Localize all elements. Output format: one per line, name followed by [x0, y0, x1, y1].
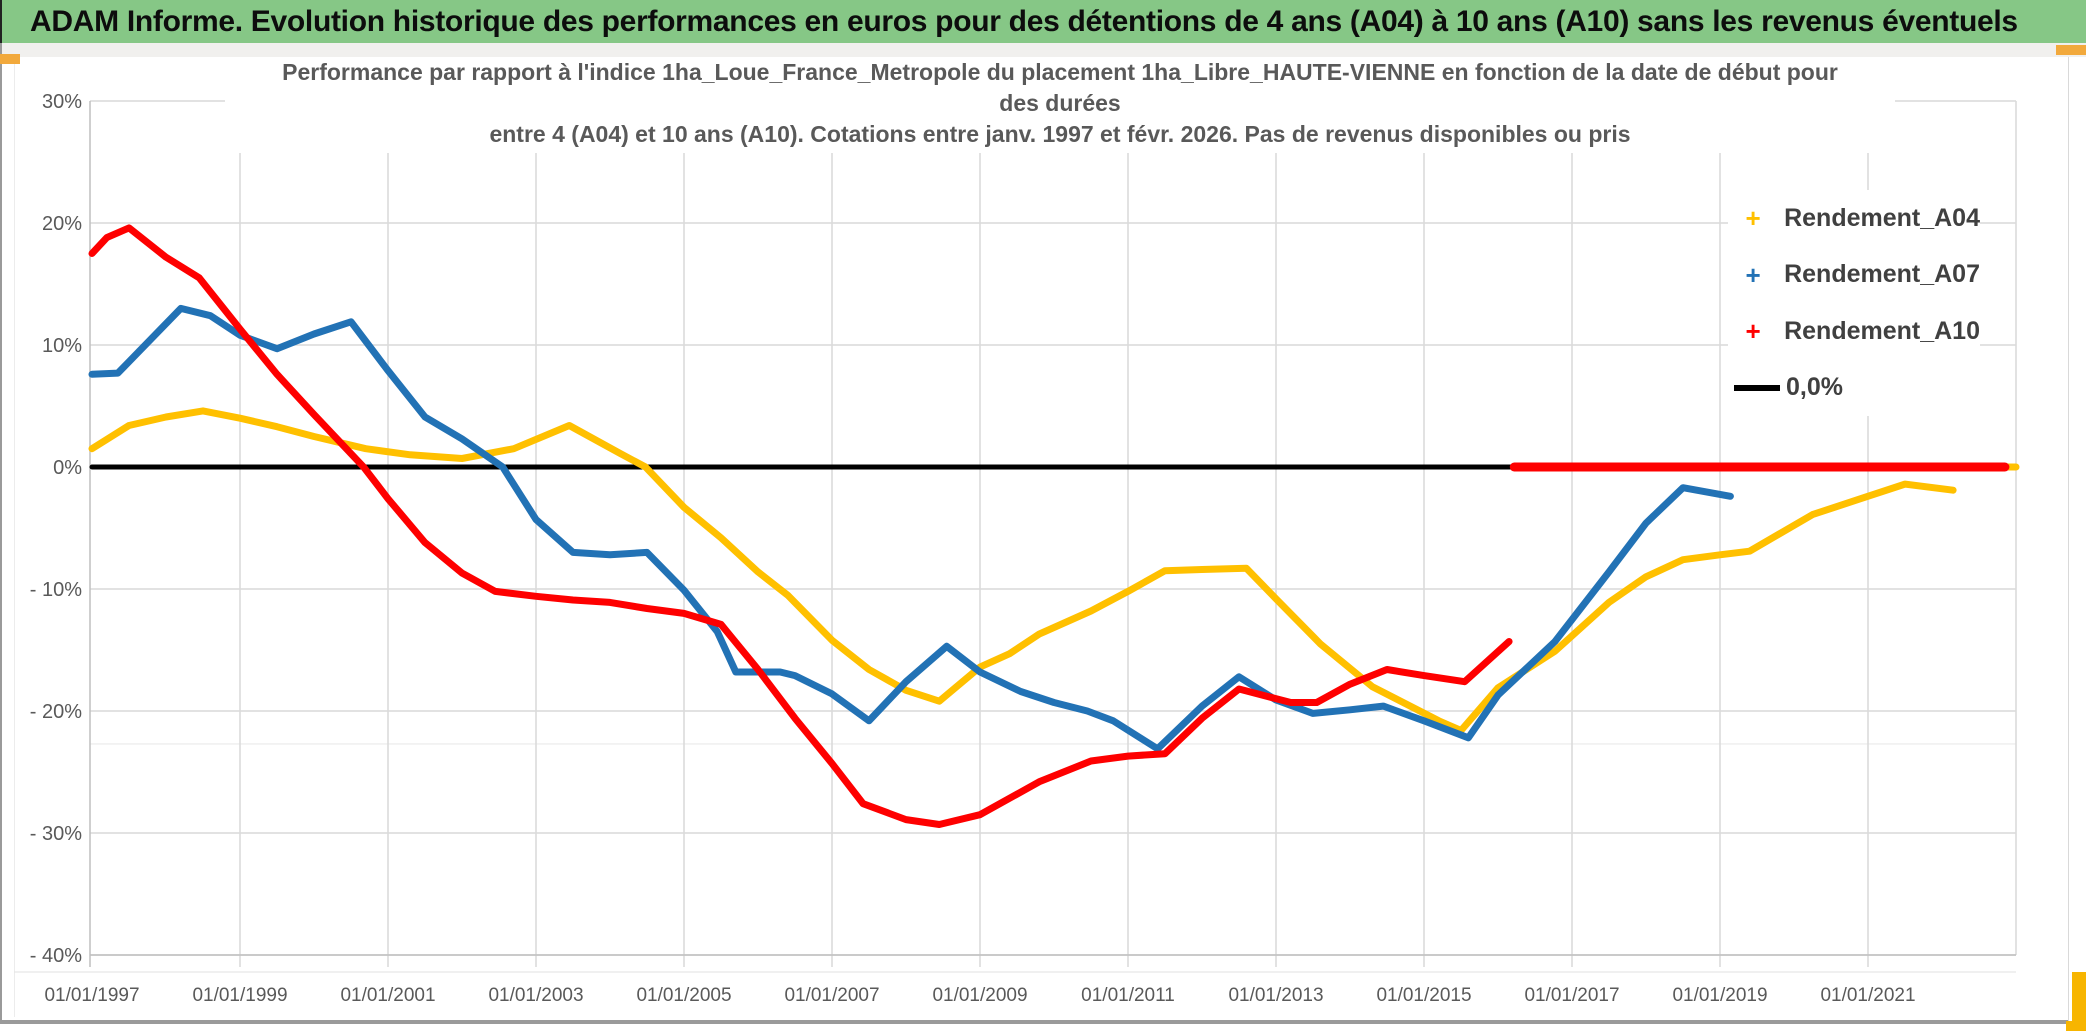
y-axis-tick-label: 30% [42, 91, 82, 113]
chart-title: Performance par rapport à l'indice 1ha_L… [225, 57, 1895, 153]
chart-title-line1: Performance par rapport à l'indice 1ha_L… [282, 59, 1838, 85]
series-rendement-a04 [88, 407, 1957, 734]
y-axis-tick-label: 20% [42, 213, 82, 235]
x-axis-tick-label: 01/01/2003 [488, 985, 583, 1006]
x-axis-tick-label: 01/01/2021 [1820, 985, 1915, 1006]
orange-selection-tab-topright [2056, 45, 2086, 55]
y-axis-tick-label: - 40% [30, 945, 82, 967]
legend-label: 0,0% [1786, 373, 1843, 402]
x-axis-tick-label: 01/01/2017 [1524, 985, 1619, 1006]
legend-item-rendement-a04: + Rendement_A04 [1728, 192, 1980, 244]
left-window-edge [0, 43, 2, 1023]
banner-underline-strip [0, 43, 2086, 57]
sheet-cell-border-right [2068, 57, 2069, 1022]
legend-line-swatch [1734, 384, 1780, 391]
y-axis-tick-label: 0% [53, 457, 82, 479]
x-axis-tick-label: 01/01/2013 [1228, 985, 1323, 1006]
x-axis-tick-label: 01/01/2001 [340, 985, 435, 1006]
x-axis-tick-label: 01/01/2019 [1672, 985, 1767, 1006]
x-axis-tick-label: 01/01/1999 [192, 985, 287, 1006]
x-axis-tick-label: 01/01/1997 [44, 985, 139, 1006]
legend-item-0-0-: 0,0% [1728, 362, 1980, 414]
legend-label: Rendement_A07 [1784, 260, 1980, 289]
x-axis-tick-label: 01/01/2005 [636, 985, 731, 1006]
legend-plus-marker-icon: + [1745, 203, 1761, 233]
title-banner: ADAM Informe. Evolution historique des p… [0, 0, 2086, 43]
legend-label: Rendement_A10 [1784, 316, 1980, 345]
y-axis-tick-label: - 30% [30, 823, 82, 845]
sheet-cell-border-left [14, 57, 15, 1017]
y-axis-tick-label: - 20% [30, 701, 82, 723]
legend-plus-marker-icon: + [1745, 316, 1761, 347]
legend-label: Rendement_A04 [1784, 203, 1980, 232]
chart-title-line3: entre 4 (A04) et 10 ans (A10). Cotations… [489, 121, 1631, 147]
orange-selection-tab-left [0, 54, 20, 64]
orange-selection-strip-right [2072, 972, 2086, 1031]
legend-plus-marker-icon: + [1745, 259, 1761, 290]
chart-title-line2: des durées [999, 90, 1121, 116]
y-axis-tick-label: - 10% [30, 579, 82, 601]
x-axis-tick-label: 01/01/2007 [784, 985, 879, 1006]
banner-title-text: ADAM Informe. Evolution historique des p… [30, 4, 2018, 38]
x-axis-tick-label: 01/01/2011 [1081, 985, 1175, 1006]
orange-selection-strip-bottomright [2066, 1021, 2086, 1031]
y-axis-tick-label: 10% [42, 335, 82, 357]
legend-item-rendement-a10: + Rendement_A10 [1728, 305, 1980, 357]
x-axis-tick-label: 01/01/2009 [932, 985, 1027, 1006]
legend-item-rendement-a07: + Rendement_A07 [1728, 249, 1980, 301]
series-rendement-a10 [88, 224, 1513, 828]
x-axis-tick-label: 01/01/2015 [1376, 985, 1471, 1006]
bottom-divider-rule [0, 1020, 2068, 1024]
series-rendement-a07 [88, 304, 1734, 753]
chart-legend: + Rendement_A04 + Rendement_A07 + Rendement_A… [1728, 190, 1980, 416]
